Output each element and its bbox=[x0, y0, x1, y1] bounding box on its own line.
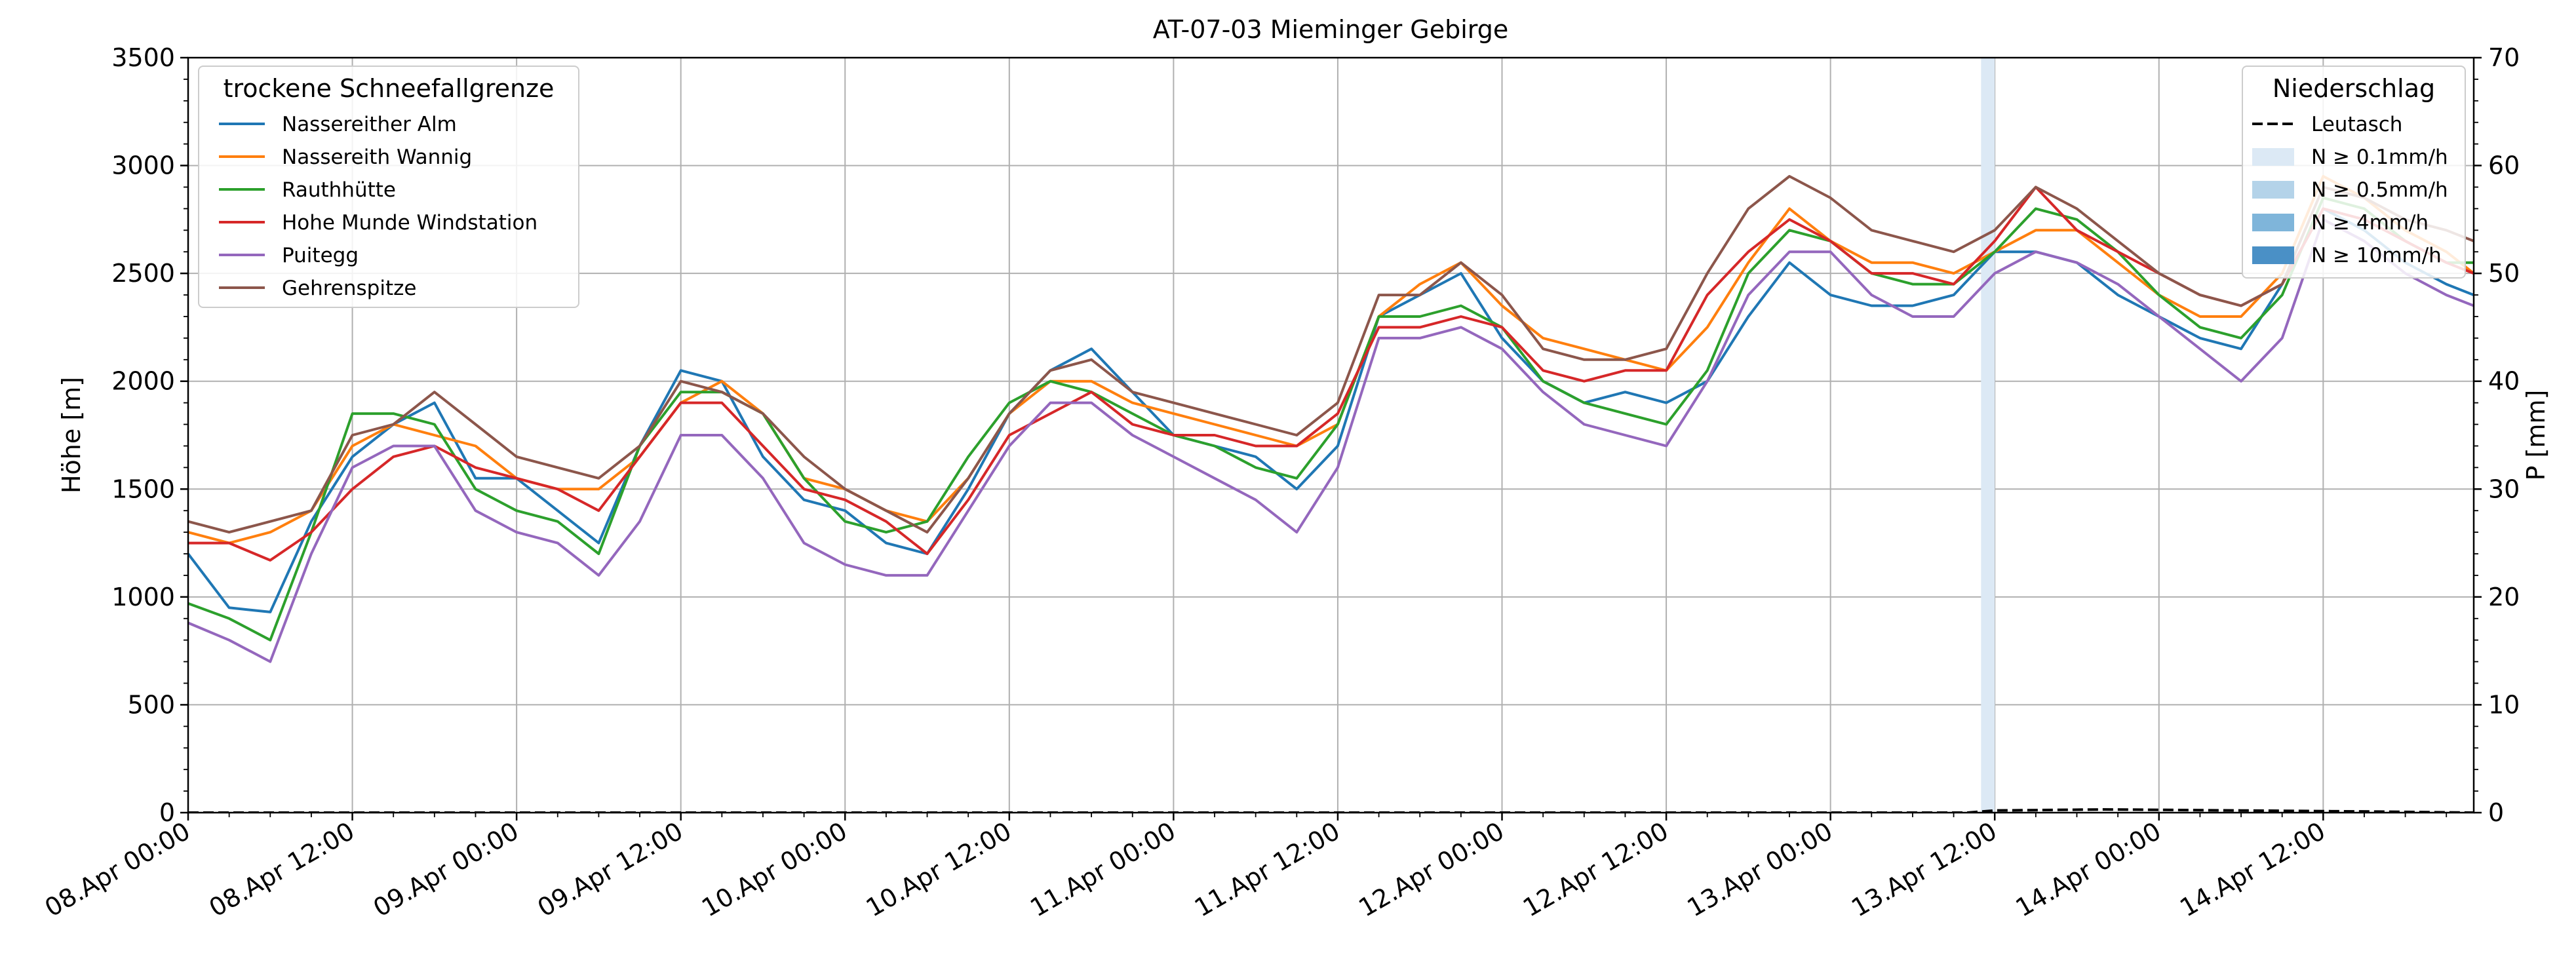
legend-swatch bbox=[2252, 246, 2294, 264]
legend-label: N ≥ 0.1mm/h bbox=[2311, 145, 2448, 169]
legend-precipitation: Niederschlag Leutasch N ≥ 0.1mm/h N ≥ 0.5mm… bbox=[2242, 66, 2466, 279]
legend-label: Leutasch bbox=[2311, 113, 2402, 136]
series-line bbox=[188, 218, 2474, 663]
y-tick-label: 2500 bbox=[111, 259, 175, 288]
legend-label: N ≥ 0.5mm/h bbox=[2311, 178, 2448, 202]
y2-tick-label: 0 bbox=[2488, 798, 2504, 827]
x-tick-label: 10.Apr 12:00 bbox=[861, 817, 1017, 923]
legend-swatch bbox=[2252, 214, 2294, 231]
y-tick-label: 3000 bbox=[111, 151, 175, 180]
plot-frame bbox=[187, 56, 2475, 814]
series-lines bbox=[188, 175, 2474, 813]
y-axis-label-left: Höhe [m] bbox=[57, 377, 86, 493]
legend-title: trockene Schneefallgrenze bbox=[224, 74, 555, 103]
x-tick-label: 08.Apr 12:00 bbox=[204, 817, 359, 923]
legend-label: Nassereither Alm bbox=[282, 113, 457, 136]
series-line bbox=[188, 185, 2474, 562]
legend-frame bbox=[198, 66, 579, 308]
precip-band bbox=[1981, 58, 1995, 813]
y2-tick-label: 20 bbox=[2488, 583, 2520, 611]
x-tick-label: 11.Apr 00:00 bbox=[1025, 817, 1181, 923]
y-axis-label-right: P [mm] bbox=[2522, 390, 2550, 481]
legend-label: Hohe Munde Windstation bbox=[282, 211, 537, 235]
x-tick-label: 12.Apr 00:00 bbox=[1354, 817, 1509, 923]
legend-snowfall-limit: trockene Schneefallgrenze Nassereither Al… bbox=[198, 66, 579, 308]
legend-swatch bbox=[2252, 148, 2294, 166]
chart-title: AT-07-03 Mieminger Gebirge bbox=[1153, 15, 1509, 44]
legend-label: Gehrenspitze bbox=[282, 277, 416, 300]
y-tick-label: 500 bbox=[127, 690, 175, 719]
y-tick-label: 0 bbox=[159, 798, 175, 827]
x-tick-label: 11.Apr 12:00 bbox=[1190, 817, 1345, 923]
precipitation-bands bbox=[1981, 58, 1995, 813]
precip-line-leutasch bbox=[188, 808, 2474, 813]
legend-label: N ≥ 4mm/h bbox=[2311, 211, 2429, 235]
y-tick-label: 3500 bbox=[111, 43, 175, 72]
y2-tick-label: 30 bbox=[2488, 474, 2520, 503]
y2-tick-label: 10 bbox=[2488, 690, 2520, 719]
x-tick-label: 10.Apr 00:00 bbox=[697, 817, 852, 923]
legend-label: Puitegg bbox=[282, 244, 359, 267]
x-tick-label: 14.Apr 12:00 bbox=[2175, 817, 2330, 923]
x-tick-label: 09.Apr 12:00 bbox=[533, 817, 688, 923]
x-tick-label: 08.Apr 00:00 bbox=[40, 817, 195, 923]
x-tick-label: 12.Apr 12:00 bbox=[1518, 817, 1673, 923]
legend-swatch bbox=[2252, 181, 2294, 199]
y-tick-label: 1500 bbox=[111, 474, 175, 503]
legend-frame bbox=[2242, 66, 2466, 279]
legend-label: Rauthhütte bbox=[282, 178, 396, 202]
legend-label: Nassereith Wannig bbox=[282, 145, 472, 169]
y2-tick-label: 60 bbox=[2488, 151, 2520, 180]
series-line bbox=[188, 175, 2474, 534]
series-line bbox=[188, 207, 2474, 613]
y-tick-label: 1000 bbox=[111, 583, 175, 611]
legend-title: Niederschlag bbox=[2273, 74, 2435, 103]
legend-label: N ≥ 10mm/h bbox=[2311, 244, 2442, 267]
series-line bbox=[188, 196, 2474, 642]
y2-tick-label: 70 bbox=[2488, 43, 2520, 72]
y2-tick-label: 50 bbox=[2488, 259, 2520, 288]
x-tick-label: 14.Apr 00:00 bbox=[2011, 817, 2166, 923]
x-tick-label: 13.Apr 00:00 bbox=[1683, 817, 1838, 923]
x-tick-label: 09.Apr 00:00 bbox=[368, 817, 524, 923]
y-tick-label: 2000 bbox=[111, 367, 175, 396]
x-tick-label: 13.Apr 12:00 bbox=[1846, 817, 2002, 923]
y2-tick-label: 40 bbox=[2488, 367, 2520, 396]
